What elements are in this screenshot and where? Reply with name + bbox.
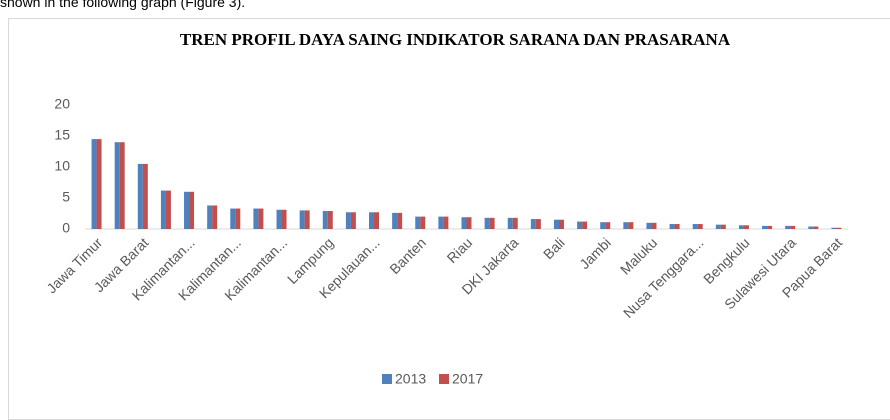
bar — [507, 217, 513, 229]
bar — [836, 227, 842, 229]
bar — [438, 216, 444, 229]
bar — [466, 217, 472, 229]
bar — [831, 227, 837, 229]
bar — [369, 212, 375, 229]
bar — [374, 212, 380, 229]
bar — [674, 224, 680, 229]
bar — [582, 221, 588, 229]
bar — [142, 163, 148, 229]
bar — [762, 225, 768, 229]
bar — [189, 191, 195, 229]
chart-title: TREN PROFIL DAYA SAING INDIKATOR SARANA … — [179, 30, 731, 49]
x-tick-label: Banten — [386, 234, 429, 277]
bar — [535, 219, 541, 229]
bar — [165, 190, 171, 229]
x-tick-label: Riau — [444, 234, 476, 266]
bar — [651, 222, 657, 229]
bar — [646, 222, 652, 229]
bar — [443, 216, 449, 229]
legend-label: 2013 — [395, 371, 426, 387]
bar — [276, 209, 282, 229]
bar — [767, 225, 773, 229]
bar — [345, 212, 351, 229]
bar — [461, 217, 467, 229]
bar — [322, 211, 328, 229]
bar — [184, 191, 190, 229]
bar — [489, 217, 495, 229]
intro-text: shown in the following graph (Figure 3). — [0, 0, 246, 10]
bar — [743, 225, 749, 229]
bar — [720, 224, 726, 229]
y-tick-label: 0 — [62, 220, 70, 236]
bar — [669, 224, 675, 229]
bar — [530, 219, 536, 229]
bar — [235, 208, 241, 229]
bar — [785, 225, 791, 229]
bar — [137, 163, 143, 229]
y-tick-label: 20 — [54, 96, 70, 112]
bar — [281, 209, 287, 229]
x-tick-label: Maluku — [617, 234, 660, 277]
bar — [553, 219, 559, 229]
bar — [628, 222, 634, 229]
bar — [114, 142, 120, 229]
bar — [212, 205, 218, 229]
bar — [738, 225, 744, 229]
legend-label: 2017 — [452, 371, 483, 387]
y-tick-label: 5 — [62, 189, 70, 205]
y-tick-label: 10 — [54, 158, 70, 174]
bar — [350, 212, 356, 229]
x-tick-label: Jambi — [576, 234, 614, 272]
bar — [715, 224, 721, 229]
x-tick-label: Nusa Tenggara... — [620, 234, 707, 321]
bar — [207, 205, 213, 229]
x-tick-label: Bali — [540, 234, 568, 262]
bar — [558, 219, 564, 229]
bar — [813, 226, 819, 229]
bar — [484, 217, 490, 229]
bar — [808, 226, 814, 229]
bar — [392, 212, 398, 229]
bar — [258, 208, 264, 229]
bar — [397, 212, 403, 229]
bar — [420, 216, 426, 229]
bar — [790, 225, 796, 229]
bar — [160, 190, 166, 229]
bar — [304, 210, 310, 229]
bar — [512, 217, 518, 229]
y-tick-label: 15 — [54, 127, 70, 143]
bar — [600, 222, 606, 229]
bar — [692, 224, 698, 229]
bar — [253, 208, 259, 229]
bar — [327, 211, 333, 229]
bar — [96, 139, 102, 229]
bar — [577, 221, 583, 229]
bar — [299, 210, 305, 229]
bar — [230, 208, 236, 229]
bar — [91, 139, 97, 229]
legend-swatch — [439, 374, 449, 384]
legend-swatch — [382, 374, 392, 384]
bar — [623, 222, 629, 229]
bar — [605, 222, 611, 229]
bar — [697, 224, 703, 229]
bar — [415, 216, 421, 229]
bar — [119, 142, 125, 229]
